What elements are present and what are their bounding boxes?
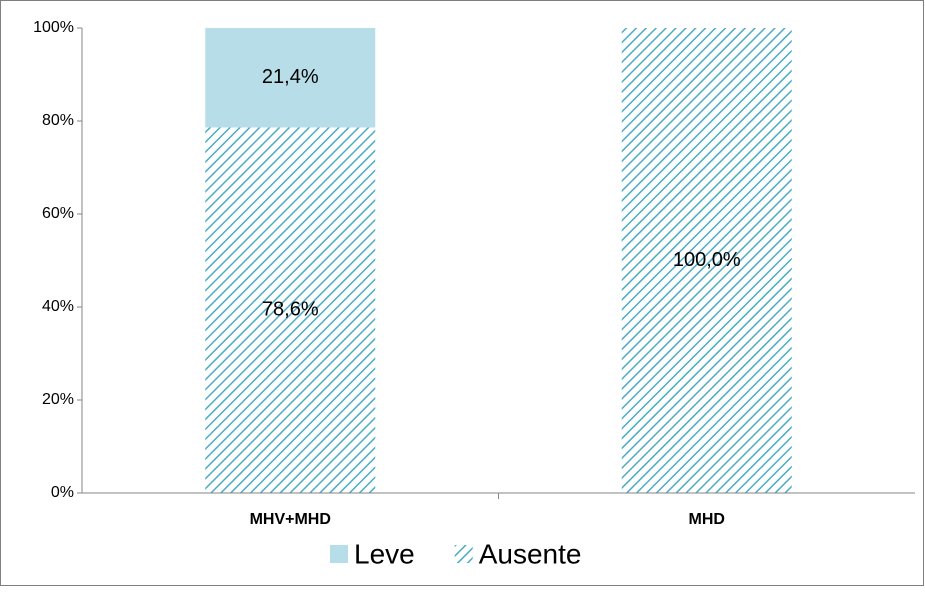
legend-label: Ausente [479, 538, 582, 569]
legend-label: Leve [354, 538, 415, 569]
y-tick-label: 40% [42, 298, 74, 315]
x-tick-label: MHD [689, 511, 725, 528]
y-tick-label: 60% [42, 205, 74, 222]
y-tick-label: 20% [42, 391, 74, 408]
data-label: 100,0% [673, 249, 741, 271]
y-tick-label: 80% [42, 112, 74, 129]
x-tick-label: MHV+MHD [250, 511, 331, 528]
legend-swatch [454, 545, 473, 563]
bar-segment [621, 28, 792, 493]
bar-segment [205, 127, 376, 493]
y-tick-label: 0% [51, 484, 74, 501]
data-label: 78,6% [262, 299, 319, 321]
bar-segment [205, 28, 376, 128]
y-tick-label: 100% [33, 19, 74, 36]
legend-swatch [330, 545, 348, 563]
data-label: 21,4% [262, 66, 319, 88]
